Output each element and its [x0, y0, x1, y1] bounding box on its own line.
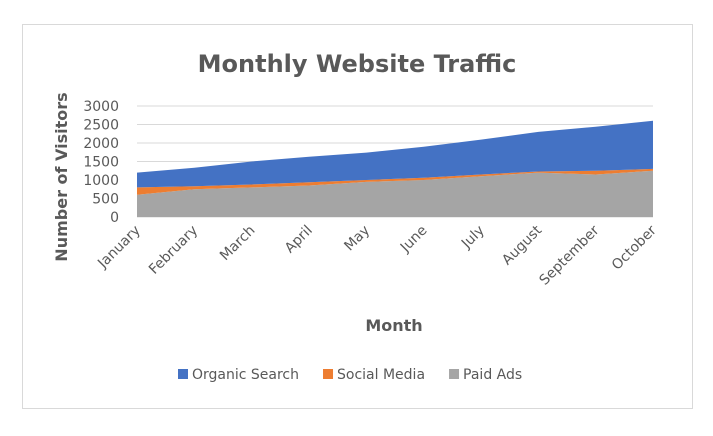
- y-tick-label: 1000: [83, 173, 119, 189]
- x-tick-label: February: [146, 223, 201, 278]
- legend-swatch-organic-search: [178, 369, 188, 379]
- x-axis-title: Month: [365, 316, 422, 335]
- legend-label-social-media: Social Media: [337, 367, 425, 383]
- x-tick-label: April: [282, 223, 316, 257]
- y-tick-label: 500: [92, 192, 119, 208]
- x-tick-label: September: [536, 222, 602, 288]
- y-tick-label: 0: [110, 210, 119, 226]
- area-organic-search: [137, 120, 653, 188]
- y-tick-label: 2000: [83, 136, 119, 152]
- chart-frame: Monthly Website Traffic 0 500 1000 1500 2000…: [22, 24, 693, 409]
- y-tick-label: 1500: [83, 155, 119, 171]
- area-paid-ads: [137, 170, 653, 217]
- x-tick-label: January: [94, 223, 144, 273]
- area-social-media: [137, 168, 653, 195]
- x-tick-label: June: [397, 223, 431, 257]
- legend: Organic Search Social Media Paid Ads: [178, 367, 522, 383]
- chart-title: Monthly Website Traffic: [198, 50, 517, 78]
- x-tick-label: July: [458, 223, 488, 253]
- legend-label-paid-ads: Paid Ads: [463, 367, 522, 383]
- y-axis-ticks: 0 500 1000 1500 2000 2500 3000: [83, 99, 119, 226]
- x-tick-label: October: [609, 222, 660, 273]
- x-tick-label: August: [499, 222, 545, 268]
- x-axis-ticks: January February March April May June July Augu…: [94, 222, 660, 288]
- legend-swatch-social-media: [323, 369, 334, 379]
- legend-swatch-paid-ads: [449, 369, 460, 379]
- y-tick-label: 3000: [83, 99, 119, 115]
- y-tick-label: 2500: [83, 118, 119, 134]
- x-tick-label: March: [217, 223, 258, 264]
- y-axis-title: Number of Visitors: [52, 92, 71, 261]
- x-tick-label: May: [341, 223, 373, 255]
- plot-areas: [137, 120, 653, 217]
- chart-canvas: Monthly Website Traffic 0 500 1000 1500 2000…: [52, 50, 660, 383]
- legend-label-organic-search: Organic Search: [192, 367, 299, 383]
